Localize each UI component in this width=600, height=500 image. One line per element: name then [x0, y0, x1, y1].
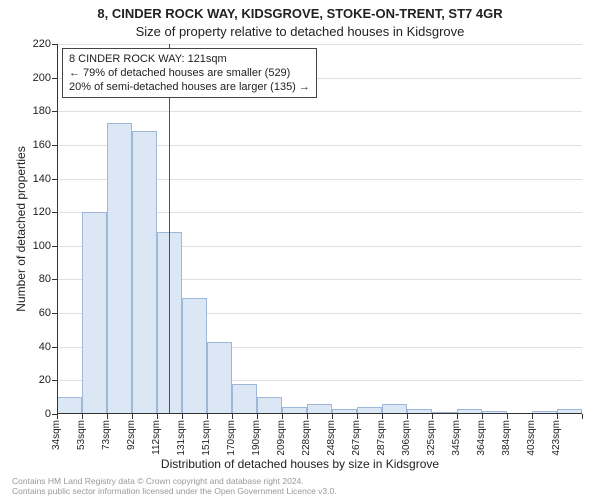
x-tick-label: 423sqm: [557, 384, 568, 420]
x-tick-label: 170sqm: [232, 384, 243, 420]
y-tick-label: 160: [1, 139, 51, 151]
x-tick-label: 364sqm: [482, 384, 493, 420]
x-tick: [582, 414, 583, 419]
y-tick-label: 140: [1, 173, 51, 185]
histogram-bar: [132, 131, 157, 414]
x-tick-label: 53sqm: [82, 390, 93, 420]
x-axis-line: [57, 413, 582, 414]
annotation-line2: ← 79% of detached houses are smaller (52…: [69, 66, 310, 80]
histogram-bar: [107, 123, 132, 414]
footer-line1: Contains HM Land Registry data © Crown c…: [12, 476, 337, 486]
footer-attribution: Contains HM Land Registry data © Crown c…: [12, 476, 337, 496]
histogram-bar: [82, 212, 107, 414]
x-tick-label: 403sqm: [532, 384, 543, 420]
annotation-box: 8 CINDER ROCK WAY: 121sqm ← 79% of detac…: [62, 48, 317, 98]
annotation-line1: 8 CINDER ROCK WAY: 121sqm: [69, 52, 310, 66]
y-tick-label: 180: [1, 105, 51, 117]
title-address: 8, CINDER ROCK WAY, KIDSGROVE, STOKE-ON-…: [0, 6, 600, 21]
gridline: [57, 44, 582, 45]
y-tick-label: 40: [1, 341, 51, 353]
x-tick-label: 209sqm: [282, 384, 293, 420]
x-tick-label: 131sqm: [182, 384, 193, 420]
x-tick-label: 325sqm: [432, 384, 443, 420]
chart-container: 8, CINDER ROCK WAY, KIDSGROVE, STOKE-ON-…: [0, 0, 600, 500]
x-tick-label: 345sqm: [457, 384, 468, 420]
x-axis-label: Distribution of detached houses by size …: [0, 457, 600, 471]
x-tick-label: 73sqm: [107, 390, 118, 420]
y-tick-label: 200: [1, 72, 51, 84]
x-tick-label: 306sqm: [407, 384, 418, 420]
x-tick-label: 287sqm: [382, 384, 393, 420]
chart-plot-area: 02040608010012014016018020022034sqm53sqm…: [57, 44, 582, 414]
gridline: [57, 111, 582, 112]
y-tick-label: 20: [1, 374, 51, 386]
x-tick-label: 228sqm: [307, 384, 318, 420]
y-tick-label: 120: [1, 206, 51, 218]
x-tick-label: 112sqm: [157, 385, 168, 420]
x-tick-label: 248sqm: [332, 384, 343, 420]
x-tick-label: 92sqm: [132, 390, 143, 420]
y-tick-label: 80: [1, 273, 51, 285]
y-axis-label: Number of detached properties: [14, 146, 28, 311]
x-tick-label: 384sqm: [507, 384, 518, 420]
marker-line: [169, 44, 170, 414]
x-tick-label: 267sqm: [357, 384, 368, 420]
y-tick-label: 60: [1, 307, 51, 319]
y-axis-line: [57, 44, 58, 414]
y-tick-label: 0: [1, 408, 51, 420]
y-tick-label: 220: [1, 38, 51, 50]
annotation-line3: 20% of semi-detached houses are larger (…: [69, 80, 310, 94]
y-tick-label: 100: [1, 240, 51, 252]
title-subtitle: Size of property relative to detached ho…: [0, 24, 600, 39]
footer-line2: Contains public sector information licen…: [12, 486, 337, 496]
x-tick-label: 190sqm: [257, 384, 268, 420]
x-tick-label: 151sqm: [207, 384, 218, 420]
x-tick-label: 34sqm: [57, 390, 68, 420]
